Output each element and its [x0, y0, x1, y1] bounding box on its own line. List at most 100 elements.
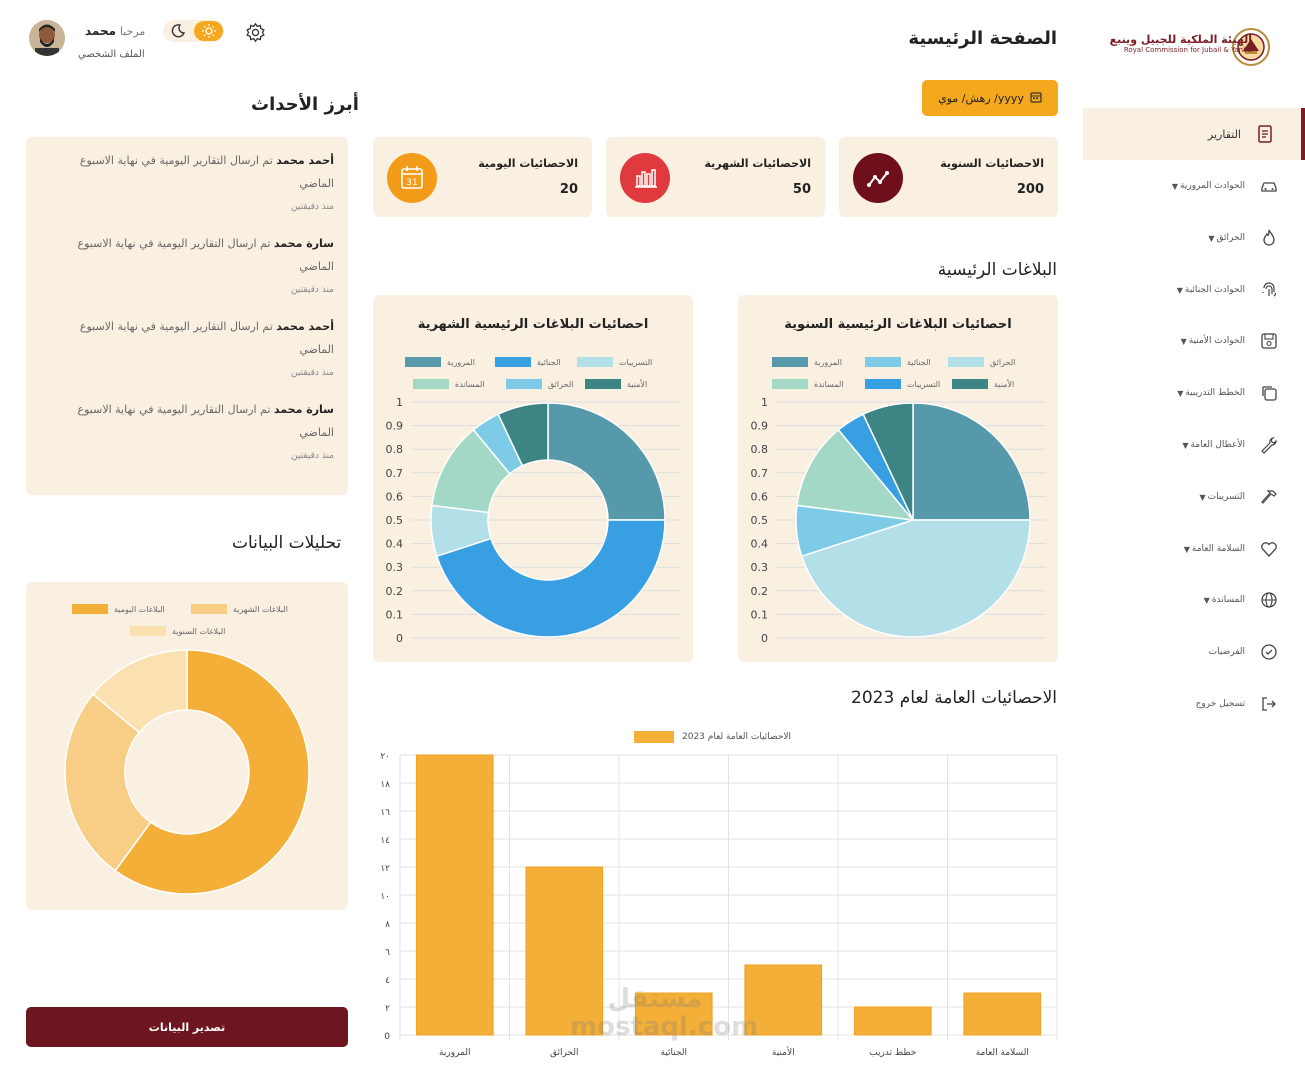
profile-link[interactable]: الملف الشخصي	[78, 49, 145, 60]
sidebar-item-10[interactable]: الفرضيات	[1083, 626, 1305, 678]
x-tick-label: خطط تدريب	[869, 1048, 916, 1058]
yearly-pie-chart: 1 0.9 0.8 0.7 0.6 0.5 0.4 0.3 0.2 0.1 0	[751, 396, 1046, 645]
chevron-down-icon[interactable]: ▼	[1183, 544, 1190, 554]
car-icon	[1259, 176, 1279, 196]
bar-0[interactable]	[415, 754, 494, 1036]
date-picker[interactable]: yyyy/ رهش/ موي	[922, 80, 1058, 116]
y-tick-label: 0.7	[751, 467, 769, 480]
sidebar-item-7[interactable]: التسريبات ▼	[1083, 471, 1305, 523]
sidebar-item-1[interactable]: الحوادث المرورية ▼	[1083, 160, 1305, 212]
bar-2[interactable]	[634, 992, 713, 1036]
y-tick-label: ٢	[385, 1004, 390, 1014]
legend-item[interactable]: البلاغات الشهرية	[191, 604, 288, 614]
chevron-down-icon[interactable]: ▼	[1180, 336, 1187, 346]
chevron-down-icon[interactable]: ▼	[1203, 595, 1210, 605]
calendar-icon	[1030, 91, 1042, 106]
sidebar-item-5[interactable]: الخطط التدريبية ▼	[1083, 367, 1305, 419]
y-tick-label: ١٠	[380, 892, 390, 902]
legend-item[interactable]: الأمنية	[952, 379, 1014, 389]
bar-5[interactable]	[963, 992, 1042, 1036]
wrench-icon	[1259, 435, 1279, 455]
legend-label: المرورية	[814, 357, 842, 367]
chevron-down-icon[interactable]: ▼	[1177, 388, 1184, 398]
legend-swatch	[405, 357, 441, 367]
hammer-icon	[1259, 487, 1279, 507]
sidebar-item-9[interactable]: المساندة ▼	[1083, 574, 1305, 626]
theme-toggle[interactable]	[163, 20, 224, 42]
date-placeholder: yyyy/ رهش/ موي	[938, 91, 1024, 105]
general-stats-title: الاحصائيات العامة لعام 2023	[851, 688, 1057, 708]
analytics-pie-chart	[64, 649, 310, 895]
heart-icon	[1259, 539, 1279, 559]
y-tick-label: 0.4	[386, 538, 404, 551]
legend-item[interactable]: البلاغات السنوية	[130, 626, 225, 636]
legend-item[interactable]: المساندة	[413, 379, 484, 389]
legend-item[interactable]: البلاغات اليومية	[72, 604, 165, 614]
pie-slice-5[interactable]	[862, 402, 914, 521]
settings-icon[interactable]	[245, 22, 266, 47]
legend-item[interactable]: الأمنية	[585, 379, 647, 389]
chevron-down-icon[interactable]: ▼	[1176, 285, 1183, 295]
sidebar-item-3[interactable]: الحوادث الجنائية ▼	[1083, 264, 1305, 316]
y-tick-label: 0	[384, 1032, 390, 1042]
y-tick-label: 0.2	[751, 585, 769, 598]
y-tick-label: ٨	[385, 920, 390, 930]
pie-slice-2[interactable]	[91, 649, 188, 734]
legend-item[interactable]: الجنائية	[495, 357, 561, 367]
sidebar-item-6[interactable]: الأعطال العامة ▼	[1083, 419, 1305, 471]
y-tick-label: 1	[396, 396, 403, 409]
pie-slice-0[interactable]	[547, 402, 666, 521]
legend-item[interactable]: المساندة	[772, 379, 843, 389]
pie-slice-1[interactable]	[435, 519, 666, 638]
legend-item[interactable]: الحرائق	[506, 379, 573, 389]
sidebar-item-4[interactable]: الحوادث الأمنية ▼	[1083, 315, 1305, 367]
stat-label: الاحصائيات الشهرية	[704, 157, 812, 170]
legend-swatch	[495, 357, 531, 367]
legend-item[interactable]: التسريبات	[865, 379, 940, 389]
activity-user: سارة محمد	[273, 403, 334, 416]
sun-icon	[194, 21, 223, 41]
pie-slice-1[interactable]	[64, 693, 152, 872]
stat-card-0: الاحصائيات السنوية 200	[839, 137, 1058, 217]
legend-item[interactable]: الجنائية	[865, 357, 931, 367]
brand-name-en: Royal Commission for Jubail & Yanbu	[1123, 46, 1252, 54]
y-tick-label: ١٤	[380, 836, 390, 846]
sidebar-item-8[interactable]: السلامة العامة ▼	[1083, 523, 1305, 575]
pie-slice-0[interactable]	[114, 649, 310, 895]
legend-item[interactable]: المرورية	[405, 357, 475, 367]
stat-card-2: الاحصائيات اليومية 20 31	[373, 137, 592, 217]
chevron-down-icon[interactable]: ▼	[1199, 492, 1206, 502]
chevron-down-icon[interactable]: ▼	[1182, 440, 1189, 450]
y-tick-label: ٦	[385, 948, 390, 958]
y-tick-label: 0	[761, 632, 768, 645]
chevron-down-icon[interactable]: ▼	[1171, 181, 1179, 191]
activity-card: أحمد محمد تم ارسال التقارير اليومية في ن…	[26, 137, 348, 495]
activity-item: أحمد محمد تم ارسال التقارير اليومية في ن…	[54, 315, 334, 361]
legend-item[interactable]: المرورية	[772, 357, 842, 367]
avatar[interactable]	[29, 20, 65, 56]
legend-label: الحرائق	[548, 379, 574, 389]
svg-text:31: 31	[406, 178, 417, 188]
y-tick-label: 0.6	[751, 490, 769, 503]
chevron-down-icon[interactable]: ▼	[1208, 233, 1215, 243]
sidebar-item-11[interactable]: تسجيل خروج	[1083, 678, 1305, 730]
bar-3[interactable]	[744, 964, 823, 1036]
pie-slice-1[interactable]	[800, 519, 1031, 638]
sidebar: الهيئة الملكية للجبيل وينبع Royal Commis…	[1083, 0, 1305, 1065]
export-button[interactable]: تصدير البيانات	[26, 1007, 348, 1047]
y-tick-label: 0.9	[751, 420, 769, 433]
x-tick-label: المرورية	[439, 1048, 470, 1058]
greeting-text: مرحبا	[119, 25, 146, 38]
legend-item[interactable]: الحرائق	[948, 357, 1015, 367]
pie-slice-5[interactable]	[497, 402, 549, 467]
bar-1[interactable]	[525, 866, 604, 1036]
fire-icon	[1259, 228, 1279, 248]
pie-slice-3[interactable]	[796, 428, 915, 521]
bar-4[interactable]	[853, 1006, 932, 1036]
sidebar-item-0[interactable]: التقارير	[1083, 108, 1305, 160]
pie-slice-0[interactable]	[912, 402, 1031, 521]
legend-item[interactable]: التسريبات	[577, 357, 652, 367]
sidebar-item-2[interactable]: الحرائق ▼	[1083, 212, 1305, 264]
activity-text: تم ارسال التقارير اليومية في نهاية الاسب…	[79, 154, 334, 190]
y-tick-label: 0.3	[386, 561, 404, 574]
